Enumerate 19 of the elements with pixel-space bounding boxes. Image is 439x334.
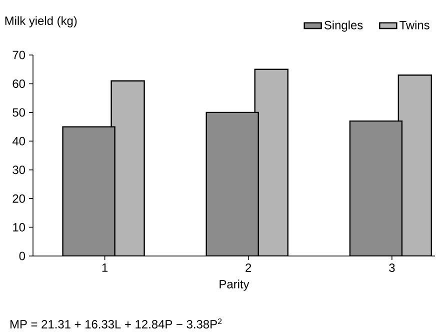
y-tick-label: 10 (13, 223, 26, 232)
bar (349, 120, 403, 256)
y-tick-label: 30 (12, 166, 26, 174)
y-axis-title: Milk yield (kg) (5, 16, 77, 28)
y-tick-label: 50 (12, 108, 26, 117)
y-tick-label: 20 (12, 194, 26, 203)
bar (206, 112, 259, 256)
y-tick-label: 60 (12, 79, 26, 88)
bar (62, 126, 116, 256)
y-tick-label: 70 (12, 50, 26, 60)
text: MP = 21.31 + 16.33L + 12.84P − 3.38P$^{2}$ (10, 318, 222, 328)
y-tick-label: 40 (12, 136, 26, 146)
legend-label: Singles (324, 20, 363, 32)
x-axis-title: Parity (220, 280, 250, 291)
x-tick-label: 3 (389, 264, 395, 272)
y-tick-label: 0 (19, 252, 26, 260)
x-tick-label: 1 (102, 264, 108, 272)
x-tick-label: 2 (246, 264, 252, 272)
legend-label: Twins (400, 20, 430, 30)
